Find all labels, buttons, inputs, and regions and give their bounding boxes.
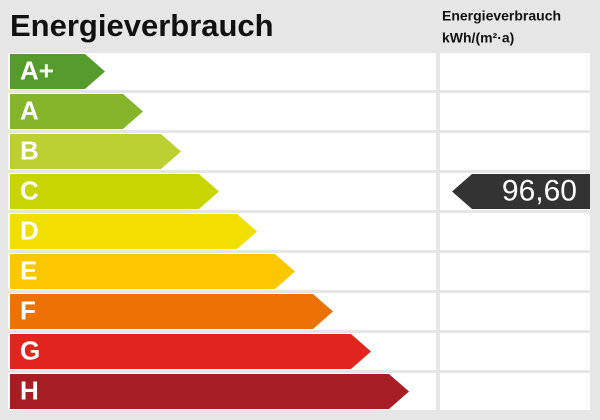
class-label: D bbox=[20, 215, 39, 245]
class-arrow bbox=[10, 294, 333, 329]
class-arrow bbox=[10, 214, 257, 249]
value-label: 96,60 bbox=[502, 174, 577, 207]
class-arrow bbox=[10, 94, 143, 129]
title: Energieverbrauch bbox=[10, 8, 274, 43]
class-arrow bbox=[10, 134, 181, 169]
class-label: H bbox=[20, 375, 39, 405]
row-right bbox=[440, 253, 590, 290]
class-label: A+ bbox=[20, 55, 54, 85]
unit-line: kWh/(m²·a) bbox=[442, 30, 514, 46]
row-right bbox=[440, 93, 590, 130]
class-arrow bbox=[10, 334, 371, 369]
class-arrow bbox=[10, 254, 295, 289]
class-label: G bbox=[20, 335, 40, 365]
class-label: C bbox=[20, 175, 39, 205]
class-label: F bbox=[20, 295, 36, 325]
unit-line: Energieverbrauch bbox=[442, 8, 561, 24]
class-label: B bbox=[20, 135, 39, 165]
class-arrow bbox=[10, 174, 219, 209]
row-right bbox=[440, 213, 590, 250]
row-right bbox=[440, 53, 590, 90]
row-right bbox=[440, 373, 590, 410]
class-arrow bbox=[10, 54, 105, 89]
value-indicator bbox=[452, 174, 590, 209]
row-right bbox=[440, 133, 590, 170]
class-label: A bbox=[20, 95, 39, 125]
class-label: E bbox=[20, 255, 37, 285]
row-right bbox=[440, 293, 590, 330]
class-arrow bbox=[10, 374, 409, 409]
row-right bbox=[440, 333, 590, 370]
